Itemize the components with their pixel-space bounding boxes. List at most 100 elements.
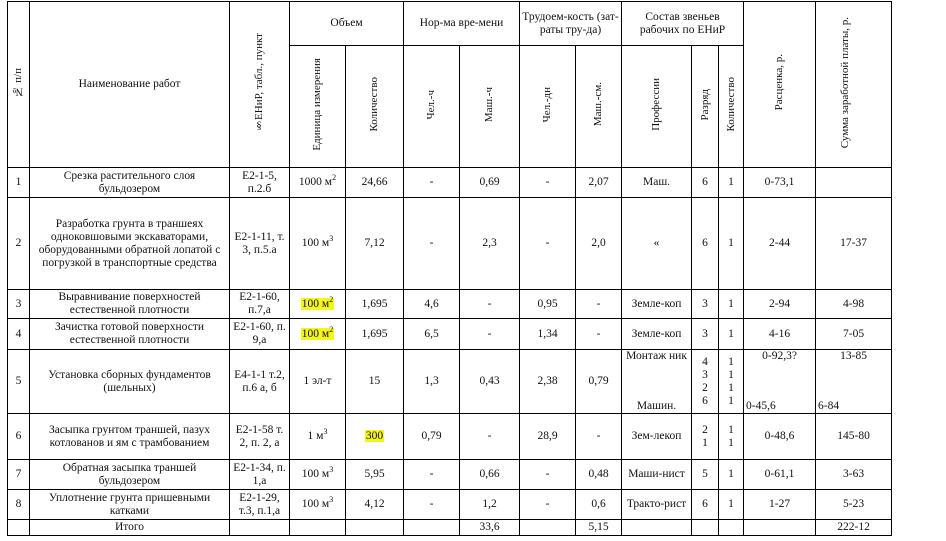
row-count: 1 1 1 1: [718, 349, 745, 414]
row-qty: 1,695: [344, 318, 405, 350]
row-labor-m: 2,0: [575, 197, 623, 290]
header-count: Количество: [718, 45, 745, 168]
row-norm-m: -: [459, 289, 521, 319]
row-name: Срезка растительного слоя бульдозером: [29, 167, 230, 198]
header-rate: Расценка, р.: [743, 1, 817, 168]
table-row: 6 Засыпка грунтом траншей, пазух котлова…: [7, 413, 893, 460]
table-row: 1 Срезка растительного слоя бульдозером …: [7, 167, 893, 198]
row-norm-ch: 6,5: [403, 318, 461, 350]
header-rank: Разряд: [691, 45, 720, 168]
row-qty: 5,95: [344, 459, 405, 490]
row-labor-ch: 28,9: [519, 413, 577, 460]
row-rate: 0-48,6: [743, 413, 817, 460]
row-labor-ch: 2,38: [519, 349, 577, 414]
row-labor-m: 0,6: [575, 489, 623, 520]
row-count: 1: [718, 318, 745, 350]
row-labor-m: -: [575, 289, 623, 319]
row-unit: 1000 м2: [289, 167, 346, 198]
row-labor-ch: -: [519, 197, 577, 290]
row-norm-m: 2,3: [459, 197, 521, 290]
total-empty: [229, 519, 290, 536]
row-norm-ch: 4,6: [403, 289, 461, 319]
row-name: Засыпка грунтом траншей, пазух котловано…: [29, 413, 230, 460]
header-enir: §ЕНиР, табл., пункт: [229, 1, 290, 168]
header-norm-ch: Чел.-ч: [403, 45, 461, 168]
total-empty: [403, 519, 461, 536]
row-rate: 0-92,3? 0-45,6: [743, 349, 817, 414]
row-rank: 2 1: [691, 413, 720, 460]
row-qty: 1,695: [344, 289, 405, 319]
total-empty: [691, 519, 720, 536]
row-sum: 17-37: [815, 197, 893, 290]
row-enir: Е2-1-34, п. 1,а: [229, 459, 290, 490]
row-enir: Е2-1-11, т. 3, п.5.а: [229, 197, 290, 290]
row-count: 1: [718, 167, 745, 198]
row-rate: 2-94: [743, 289, 817, 319]
row-count: 1: [718, 197, 745, 290]
row-unit: 1 м3: [289, 413, 346, 460]
header-name: Наименование работ: [29, 1, 230, 168]
highlight: 100 м2: [300, 294, 335, 310]
header-unit: Единица измерения: [289, 45, 346, 168]
row-labor-ch: -: [519, 459, 577, 490]
table-row: 5 Установка сборных фундаментов (шельных…: [7, 349, 893, 414]
row-sum: 4-98: [815, 289, 893, 319]
row-qty: 300: [344, 413, 405, 460]
header-crew: Состав звеньев рабочих по ЕНиР: [621, 1, 745, 46]
header-norm-m: Маш.-ч: [459, 45, 521, 168]
table-row: 3 Выравнивание поверхностей естественной…: [7, 289, 893, 319]
row-num: 1: [7, 167, 30, 198]
total-row: Итого 33,6 5,15 222-12: [7, 519, 893, 536]
row-norm-m: 1,2: [459, 489, 521, 520]
row-norm-m: 0,43: [459, 349, 521, 414]
total-labor-m: 5,15: [575, 519, 623, 536]
row-qty: 15: [344, 349, 405, 414]
table-row: 4 Зачистка готовой поверхности естествен…: [7, 318, 893, 350]
row-rate: 1-27: [743, 489, 817, 520]
row-norm-ch: -: [403, 167, 461, 198]
row-num: 6: [7, 413, 30, 460]
header-qty: Количество: [344, 45, 405, 168]
row-norm-ch: -: [403, 197, 461, 290]
header-sum: Сумма заработной платы, р.: [815, 1, 893, 168]
row-sum: 3-63: [815, 459, 893, 490]
row-rate: 4-16: [743, 318, 817, 350]
row-norm-m: 0,66: [459, 459, 521, 490]
row-norm-ch: -: [403, 489, 461, 520]
row-num: 5: [7, 349, 30, 414]
row-labor-m: -: [575, 318, 623, 350]
highlight: 100 м2: [300, 324, 335, 340]
row-num: 7: [7, 459, 30, 490]
row-rank: 5: [691, 459, 720, 490]
row-labor-ch: -: [519, 167, 577, 198]
row-unit: 1 эл-т: [289, 349, 346, 414]
row-sum: 5-23: [815, 489, 893, 520]
total-empty: [621, 519, 693, 536]
row-prof: Тракто-рист: [621, 489, 693, 520]
row-rank: 3: [691, 289, 720, 319]
row-norm-ch: 1,3: [403, 349, 461, 414]
row-norm-m: -: [459, 413, 521, 460]
row-sum: 7-05: [815, 318, 893, 350]
row-count: 1: [718, 289, 745, 319]
table-row: 2 Разработка грунта в траншеях одноковшо…: [7, 197, 893, 290]
row-unit: 100 м3: [289, 197, 346, 290]
row-enir: Е2-1-29, т.3, п.1,а: [229, 489, 290, 520]
row-name: Уплотнение грунта пришевными катками: [29, 489, 230, 520]
row-num: 2: [7, 197, 30, 290]
table-row: 7 Обратная засыпка траншей бульдозером Е…: [7, 459, 893, 490]
row-norm-m: -: [459, 318, 521, 350]
header-labor-m: Маш.-см.: [575, 45, 623, 168]
header-volume: Объем: [288, 1, 405, 46]
row-sum: [815, 167, 893, 198]
row-count: 1: [718, 459, 745, 490]
row-labor-m: 0,79: [575, 349, 623, 414]
total-empty: [289, 519, 346, 536]
row-rate: 0-73,1: [743, 167, 817, 198]
total-empty: [743, 519, 817, 536]
header-num: № п/п: [7, 1, 30, 168]
row-qty: 7,12: [344, 197, 405, 290]
row-labor-m: 2,07: [575, 167, 623, 198]
row-count: 1 1: [718, 413, 745, 460]
row-prof: Монтаж ник Машин.: [621, 349, 693, 414]
